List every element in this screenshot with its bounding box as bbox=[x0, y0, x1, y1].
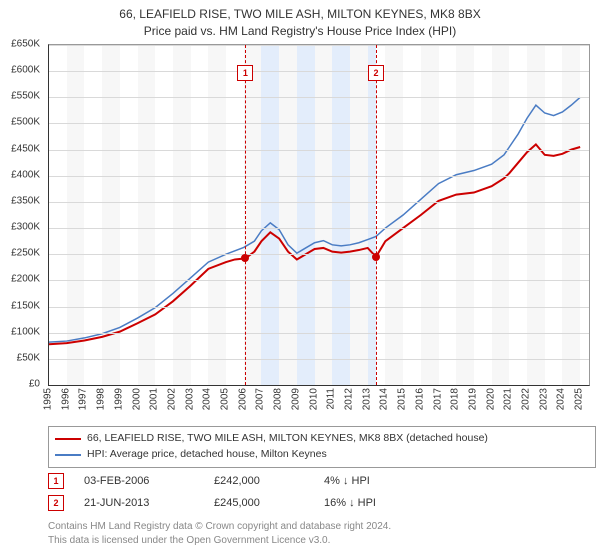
legend-row-property: 66, LEAFIELD RISE, TWO MILE ASH, MILTON … bbox=[55, 431, 589, 447]
y-tick-label: £250K bbox=[11, 248, 40, 259]
gridline bbox=[49, 202, 589, 203]
x-tick-label: 2009 bbox=[290, 388, 301, 410]
y-tick-label: £0 bbox=[29, 379, 40, 390]
gridline bbox=[49, 150, 589, 151]
x-tick-label: 1999 bbox=[113, 388, 124, 410]
x-tick-label: 1996 bbox=[60, 388, 71, 410]
sale-price: £242,000 bbox=[214, 475, 304, 487]
chart-title-address: 66, LEAFIELD RISE, TWO MILE ASH, MILTON … bbox=[0, 6, 600, 23]
x-tick-label: 2017 bbox=[432, 388, 443, 410]
gridline bbox=[49, 254, 589, 255]
x-tick-label: 2012 bbox=[343, 388, 354, 410]
series-line-hpi bbox=[49, 97, 580, 342]
footer-attribution: Contains HM Land Registry data © Crown c… bbox=[48, 520, 588, 547]
x-tick-label: 2011 bbox=[326, 388, 337, 410]
y-tick-label: £100K bbox=[11, 326, 40, 337]
gridline bbox=[49, 176, 589, 177]
x-tick-label: 1997 bbox=[78, 388, 89, 410]
sale-reference-line bbox=[245, 45, 246, 385]
series-line-property bbox=[49, 144, 580, 344]
gridline bbox=[49, 307, 589, 308]
gridline bbox=[49, 333, 589, 334]
gridline bbox=[49, 45, 589, 46]
x-tick-label: 2002 bbox=[166, 388, 177, 410]
chart-title-block: 66, LEAFIELD RISE, TWO MILE ASH, MILTON … bbox=[0, 0, 600, 40]
y-tick-label: £650K bbox=[11, 39, 40, 50]
x-axis: 1995199619971998199920002001200220032004… bbox=[48, 386, 588, 422]
x-tick-label: 2016 bbox=[414, 388, 425, 410]
footer-line1: Contains HM Land Registry data © Crown c… bbox=[48, 520, 588, 534]
x-tick-label: 2005 bbox=[220, 388, 231, 410]
y-tick-label: £50K bbox=[17, 352, 40, 363]
plot-area: 12 bbox=[48, 44, 590, 386]
legend-label-hpi: HPI: Average price, detached house, Milt… bbox=[87, 447, 327, 463]
gridline bbox=[49, 97, 589, 98]
y-tick-label: £450K bbox=[11, 143, 40, 154]
sale-index-marker: 2 bbox=[48, 495, 64, 511]
x-tick-label: 2015 bbox=[397, 388, 408, 410]
gridline bbox=[49, 123, 589, 124]
x-tick-label: 2023 bbox=[538, 388, 549, 410]
x-tick-label: 2006 bbox=[237, 388, 248, 410]
legend-label-property: 66, LEAFIELD RISE, TWO MILE ASH, MILTON … bbox=[87, 431, 488, 447]
x-tick-label: 2014 bbox=[379, 388, 390, 410]
x-tick-label: 2007 bbox=[255, 388, 266, 410]
chart-subtitle: Price paid vs. HM Land Registry's House … bbox=[0, 23, 600, 40]
chart-lines-svg bbox=[49, 45, 589, 385]
gridline bbox=[49, 280, 589, 281]
x-tick-label: 1998 bbox=[96, 388, 107, 410]
x-tick-label: 2022 bbox=[521, 388, 532, 410]
sales-table: 1 03-FEB-2006 £242,000 4% ↓ HPI 2 21-JUN… bbox=[48, 470, 588, 514]
sale-reference-marker: 2 bbox=[368, 65, 384, 81]
x-tick-label: 2004 bbox=[202, 388, 213, 410]
y-tick-label: £200K bbox=[11, 274, 40, 285]
sale-diff-hpi: 4% ↓ HPI bbox=[324, 475, 444, 487]
sale-date: 21-JUN-2013 bbox=[84, 497, 194, 509]
y-tick-label: £150K bbox=[11, 300, 40, 311]
x-tick-label: 2019 bbox=[467, 388, 478, 410]
y-tick-label: £500K bbox=[11, 117, 40, 128]
sale-reference-marker: 1 bbox=[237, 65, 253, 81]
sale-date: 03-FEB-2006 bbox=[84, 475, 194, 487]
sale-row: 1 03-FEB-2006 £242,000 4% ↓ HPI bbox=[48, 470, 588, 492]
x-tick-label: 2008 bbox=[273, 388, 284, 410]
x-tick-label: 2021 bbox=[503, 388, 514, 410]
y-tick-label: £400K bbox=[11, 169, 40, 180]
x-tick-label: 2001 bbox=[149, 388, 160, 410]
y-tick-label: £350K bbox=[11, 195, 40, 206]
x-tick-label: 2010 bbox=[308, 388, 319, 410]
x-tick-label: 2024 bbox=[556, 388, 567, 410]
gridline bbox=[49, 359, 589, 360]
y-tick-label: £300K bbox=[11, 222, 40, 233]
sale-marker-dot bbox=[241, 254, 249, 262]
y-tick-label: £550K bbox=[11, 91, 40, 102]
legend: 66, LEAFIELD RISE, TWO MILE ASH, MILTON … bbox=[48, 426, 596, 468]
legend-row-hpi: HPI: Average price, detached house, Milt… bbox=[55, 447, 589, 463]
x-tick-label: 2025 bbox=[574, 388, 585, 410]
sale-index-marker: 1 bbox=[48, 473, 64, 489]
y-axis: £0£50K£100K£150K£200K£250K£300K£350K£400… bbox=[0, 44, 44, 384]
gridline bbox=[49, 228, 589, 229]
sale-marker-dot bbox=[372, 253, 380, 261]
x-tick-label: 1995 bbox=[43, 388, 54, 410]
legend-swatch-property bbox=[55, 438, 81, 440]
gridline bbox=[49, 71, 589, 72]
x-tick-label: 2020 bbox=[485, 388, 496, 410]
x-tick-label: 2003 bbox=[184, 388, 195, 410]
price-chart-container: 66, LEAFIELD RISE, TWO MILE ASH, MILTON … bbox=[0, 0, 600, 560]
x-tick-label: 2000 bbox=[131, 388, 142, 410]
sale-row: 2 21-JUN-2013 £245,000 16% ↓ HPI bbox=[48, 492, 588, 514]
x-tick-label: 2013 bbox=[361, 388, 372, 410]
y-tick-label: £600K bbox=[11, 65, 40, 76]
legend-swatch-hpi bbox=[55, 454, 81, 456]
sale-price: £245,000 bbox=[214, 497, 304, 509]
footer-line2: This data is licensed under the Open Gov… bbox=[48, 534, 588, 548]
sale-reference-line bbox=[376, 45, 377, 385]
x-tick-label: 2018 bbox=[450, 388, 461, 410]
sale-diff-hpi: 16% ↓ HPI bbox=[324, 497, 444, 509]
